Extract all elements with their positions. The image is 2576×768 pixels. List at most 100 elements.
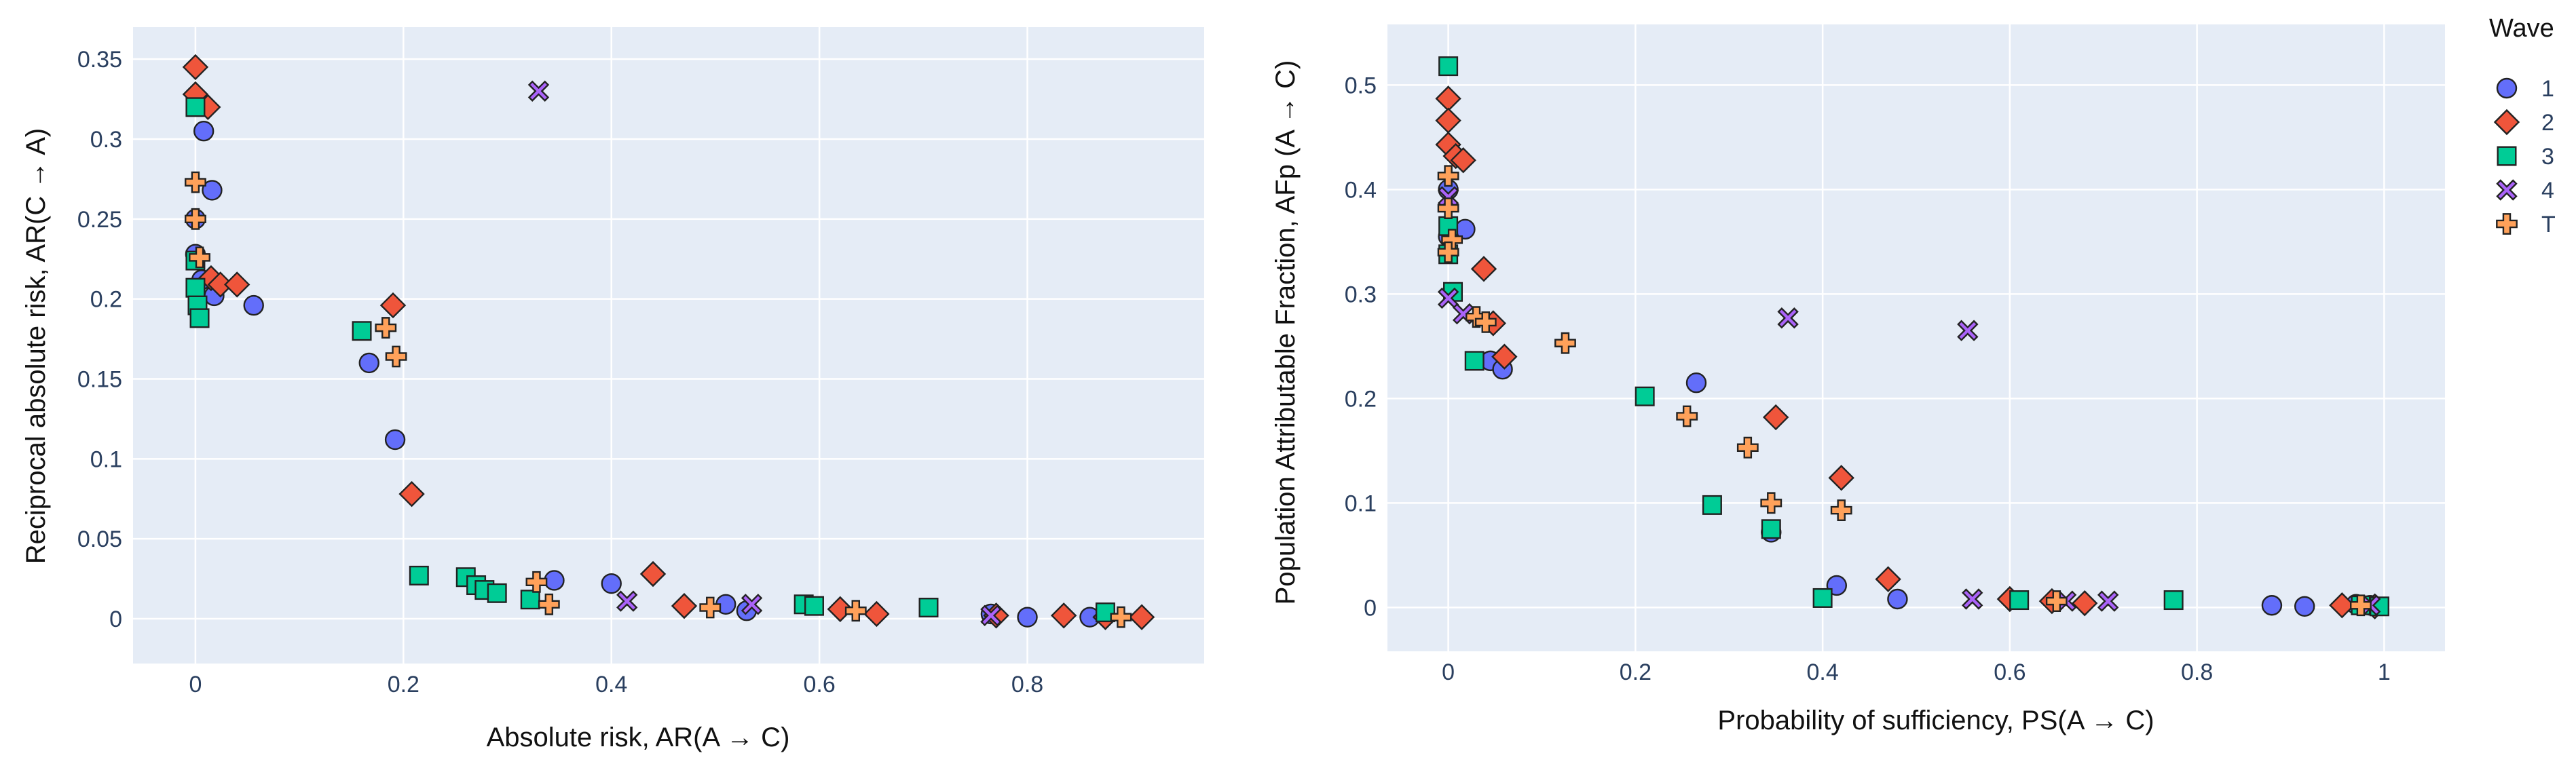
x-tick-label: 0.6 <box>804 672 836 697</box>
data-point-series-3 <box>352 321 372 341</box>
data-point-series-2 <box>398 480 425 507</box>
y-tick-label: 0.2 <box>90 287 122 313</box>
data-point-series-T <box>1437 241 1459 263</box>
legend-label-4: 4 <box>2541 178 2554 204</box>
data-point-series-1 <box>601 573 622 594</box>
legend-item-4[interactable]: 4 <box>2496 178 2554 204</box>
data-point-series-T <box>525 571 548 593</box>
data-point-series-3 <box>1464 351 1485 371</box>
data-point-series-3 <box>185 97 206 117</box>
data-point-series-T <box>844 600 867 622</box>
data-point-series-T <box>1676 405 1698 427</box>
data-point-series-2 <box>2329 592 2355 619</box>
legend-label-1: 1 <box>2541 76 2554 102</box>
data-point-series-3 <box>487 583 507 603</box>
data-point-series-2 <box>863 600 890 628</box>
x-tick-label: 1 <box>2378 659 2391 685</box>
data-point-series-T <box>189 246 210 269</box>
plot-area-right <box>1387 24 2445 651</box>
data-point-series-2 <box>224 271 250 298</box>
legend-marker-4 <box>2496 179 2518 201</box>
data-point-series-T <box>538 593 560 615</box>
y-tick-label: 0.3 <box>1345 282 1377 307</box>
data-point-series-1 <box>2294 596 2315 617</box>
data-point-series-T <box>1760 492 1782 514</box>
x-tick-label: 0.2 <box>388 672 419 697</box>
legend-marker-2 <box>2493 109 2520 136</box>
data-point-series-3 <box>2009 590 2030 611</box>
data-point-series-4 <box>1777 307 1799 329</box>
data-point-series-1 <box>1685 372 1707 393</box>
x-axis-title-right: Probability of sufficiency, PS(A → C) <box>1717 706 2154 735</box>
x-axis-title-left: Absolute risk, AR(A → C) <box>487 723 790 752</box>
data-point-series-3 <box>409 565 429 585</box>
y-tick-label: 0.15 <box>77 366 122 392</box>
data-point-series-3 <box>1635 386 1655 406</box>
grid-right <box>1387 24 2445 651</box>
y-axis-title-left: Reciprocal absolute risk, AR(C → A) <box>21 128 51 564</box>
legend-items[interactable]: 1 2 3 4 T <box>2493 76 2556 237</box>
points-left <box>182 54 1155 630</box>
data-point-series-T <box>1830 499 1852 521</box>
data-point-series-T <box>185 171 206 193</box>
legend-item-3[interactable]: 3 <box>2497 144 2554 170</box>
y-tick-labels-left: 0 0.05 0.1 0.15 0.2 0.25 0.3 0.35 <box>77 47 122 632</box>
data-point-series-4 <box>1957 320 1979 341</box>
data-point-series-2 <box>2071 590 2098 617</box>
legend-marker-1 <box>2496 77 2518 99</box>
data-point-series-T <box>1466 306 1487 328</box>
x-tick-label: 0 <box>189 672 202 697</box>
legend-label-3: 3 <box>2541 144 2554 170</box>
x-tick-label: 0.8 <box>2181 659 2213 685</box>
legend-item-2[interactable]: 2 <box>2493 109 2554 136</box>
x-tick-label: 0.2 <box>1620 659 1651 685</box>
x-tick-label: 0.6 <box>1994 659 2026 685</box>
data-point-series-T <box>1554 332 1576 354</box>
x-tick-labels-right: 0 0.2 0.4 0.6 0.8 1 <box>1442 659 2391 685</box>
y-tick-label: 0.1 <box>90 446 122 472</box>
data-point-series-3 <box>189 308 210 328</box>
data-point-series-2 <box>379 292 407 319</box>
legend-title: Wave <box>2489 14 2554 43</box>
data-point-series-4 <box>1962 588 1983 610</box>
points-right <box>1435 56 2389 619</box>
data-point-series-T <box>385 345 407 368</box>
y-tick-label: 0.25 <box>77 207 122 233</box>
y-tick-label: 0.1 <box>1345 491 1377 516</box>
y-tick-labels-right: 0 0.1 0.2 0.3 0.4 0.5 <box>1345 73 1377 621</box>
y-axis-title-right: Population Attributable Fraction, AFp (A… <box>1271 60 1301 605</box>
data-point-series-2 <box>1828 465 1854 491</box>
legend-item-1[interactable]: 1 <box>2496 76 2554 102</box>
y-tick-label: 0 <box>1364 595 1377 621</box>
data-point-series-3 <box>1761 519 1781 539</box>
data-point-series-2 <box>1128 604 1155 630</box>
data-point-series-T <box>699 596 722 619</box>
x-tick-label: 0 <box>1442 659 1455 685</box>
legend-item-T[interactable]: T <box>2496 212 2556 237</box>
data-point-series-T <box>2045 590 2068 612</box>
data-point-series-1 <box>202 180 223 201</box>
chart-right: 0 0.2 0.4 0.6 0.8 1 0 0.1 0.2 0.3 0.4 0.5 Probabil… <box>1271 24 2445 735</box>
data-point-series-2 <box>1050 602 1077 629</box>
data-point-series-1 <box>2261 595 2283 616</box>
data-point-series-T <box>1437 197 1459 219</box>
x-tick-label: 0.4 <box>595 672 627 697</box>
y-axis-title-right-text: Population Attributable Fraction, AFp (A… <box>1271 60 1301 605</box>
x-tick-labels-left: 0 0.2 0.4 0.6 0.8 <box>189 672 1043 697</box>
data-point-series-3 <box>520 590 540 610</box>
data-point-series-2 <box>1491 343 1518 370</box>
data-point-series-4 <box>616 590 638 612</box>
data-point-series-4 <box>980 604 1002 626</box>
grid-left <box>133 27 1204 664</box>
data-point-series-3 <box>1095 602 1115 623</box>
data-point-series-T <box>185 208 206 230</box>
data-point-series-3 <box>1438 56 1459 77</box>
data-point-series-3 <box>804 596 824 616</box>
data-point-series-1 <box>243 294 264 316</box>
data-point-series-3 <box>1702 495 1722 515</box>
y-tick-label: 0.5 <box>1345 73 1377 98</box>
x-tick-label: 0.8 <box>1011 672 1043 697</box>
data-point-series-2 <box>639 560 667 588</box>
legend-label-T: T <box>2541 212 2556 237</box>
data-point-series-T <box>1437 165 1459 187</box>
